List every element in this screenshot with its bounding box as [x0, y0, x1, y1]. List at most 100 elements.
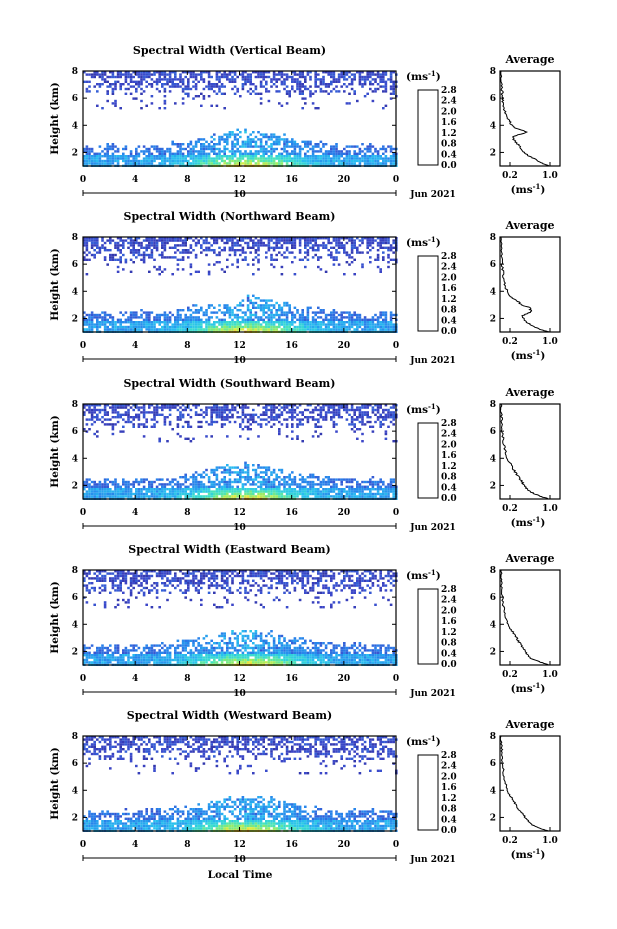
heatmap-cell: [249, 318, 252, 321]
heatmap-cell: [181, 147, 185, 151]
heatmap-cell: [137, 495, 141, 498]
heatmap-cell: [259, 471, 263, 474]
heatmap-cell: [374, 80, 377, 83]
heatmap-cell: [179, 78, 182, 81]
heatmap-cell: [236, 241, 239, 245]
heatmap-cell: [288, 478, 291, 481]
heatmap-cell: [348, 318, 351, 321]
heatmap-cell: [356, 249, 359, 252]
heatmap-cell: [181, 143, 185, 146]
heatmap-cell: [166, 78, 169, 81]
heatmap-cell: [213, 495, 216, 498]
heatmap-cell: [283, 490, 286, 493]
heatmap-cell: [210, 495, 213, 498]
heatmap-cell: [202, 159, 206, 163]
heatmap-cell: [223, 318, 226, 321]
heatmap-cell: [353, 258, 356, 261]
heatmap-cell: [337, 90, 341, 93]
heatmap-cell: [226, 413, 229, 416]
heatmap-cell: [382, 328, 385, 331]
heatmap-cell: [213, 420, 216, 424]
heatmap-cell: [231, 155, 234, 158]
heatmap-cell: [371, 159, 375, 163]
heatmap-cell: [168, 492, 172, 496]
heatmap-cell: [163, 162, 167, 165]
heatmap-cell: [218, 251, 221, 254]
heatmap-cell: [150, 321, 154, 324]
heatmap-cell: [174, 321, 177, 324]
heatmap-cell: [228, 483, 232, 486]
heatmap-cell: [148, 246, 151, 249]
heatmap-cell: [111, 87, 115, 91]
heatmap-cell: [311, 408, 315, 412]
heatmap-cell: [241, 237, 245, 240]
heatmap-cell: [168, 152, 172, 155]
heatmap-cell: [148, 239, 151, 242]
heatmap-cell: [379, 239, 382, 242]
heatmap-cell: [205, 162, 208, 165]
heatmap-cell: [116, 150, 120, 153]
heatmap-cell: [158, 71, 161, 74]
heatmap-cell: [194, 328, 198, 331]
heatmap-cell: [148, 150, 151, 153]
heatmap-cell: [306, 244, 310, 247]
heatmap-cell: [257, 249, 260, 252]
heatmap-cell: [124, 420, 128, 424]
heatmap-cell: [382, 323, 385, 326]
heatmap-cell: [335, 251, 338, 254]
heatmap-cell: [330, 318, 333, 321]
heatmap-cell: [283, 80, 286, 83]
heatmap-cell: [176, 480, 180, 484]
heatmap-cell: [226, 488, 229, 491]
heatmap-cell: [278, 162, 281, 165]
heatmap-cell: [223, 159, 226, 163]
heatmap-cell: [384, 408, 388, 412]
heatmap-cell: [249, 152, 252, 155]
heatmap-cell: [296, 159, 299, 163]
heatmap-cell: [330, 404, 333, 407]
heatmap-cell: [213, 145, 216, 148]
heatmap-cell: [88, 152, 91, 155]
heatmap-cell: [291, 418, 294, 421]
heatmap-cell: [257, 416, 260, 419]
heatmap-cell: [228, 135, 232, 139]
heatmap-cell: [223, 85, 226, 88]
heatmap-cell: [254, 413, 258, 416]
heatmap-cell: [197, 270, 200, 273]
heatmap-cell: [311, 418, 315, 421]
heatmap-cell: [202, 71, 206, 74]
heatmap-cell: [259, 155, 263, 158]
heatmap-cell: [275, 473, 278, 476]
heatmap-cell: [215, 253, 219, 257]
heatmap-cell: [332, 325, 336, 329]
heatmap-cell: [171, 313, 174, 317]
heatmap-cell: [272, 143, 276, 146]
heatmap-cell: [103, 490, 107, 493]
heatmap-cell: [197, 495, 200, 498]
heatmap-cell: [236, 265, 239, 269]
heatmap-cell: [176, 316, 180, 319]
heatmap-cell: [324, 90, 328, 93]
heatmap-cell: [262, 476, 265, 479]
heatmap-cell: [163, 241, 167, 245]
heatmap-cell: [192, 490, 195, 493]
heatmap-cell: [236, 485, 239, 488]
heatmap-cell: [184, 473, 187, 476]
heatmap-cell: [207, 304, 211, 307]
heatmap-cell: [153, 425, 156, 428]
heatmap-cell: [166, 83, 169, 86]
heatmap-cell: [358, 73, 362, 76]
heatmap-cell: [257, 304, 260, 307]
heatmap-cell: [304, 328, 307, 331]
heatmap-cell: [207, 75, 211, 79]
heatmap-cell: [135, 413, 138, 416]
heatmap-cell: [335, 404, 338, 407]
heatmap-cell: [246, 299, 250, 302]
heatmap-cell: [306, 258, 310, 261]
heatmap-cell: [132, 241, 135, 245]
heatmap-cell: [392, 404, 395, 407]
heatmap-cell: [285, 150, 289, 153]
heatmap-cell: [350, 241, 354, 245]
heatmap-cell: [257, 328, 260, 331]
heatmap-cell: [226, 435, 229, 438]
